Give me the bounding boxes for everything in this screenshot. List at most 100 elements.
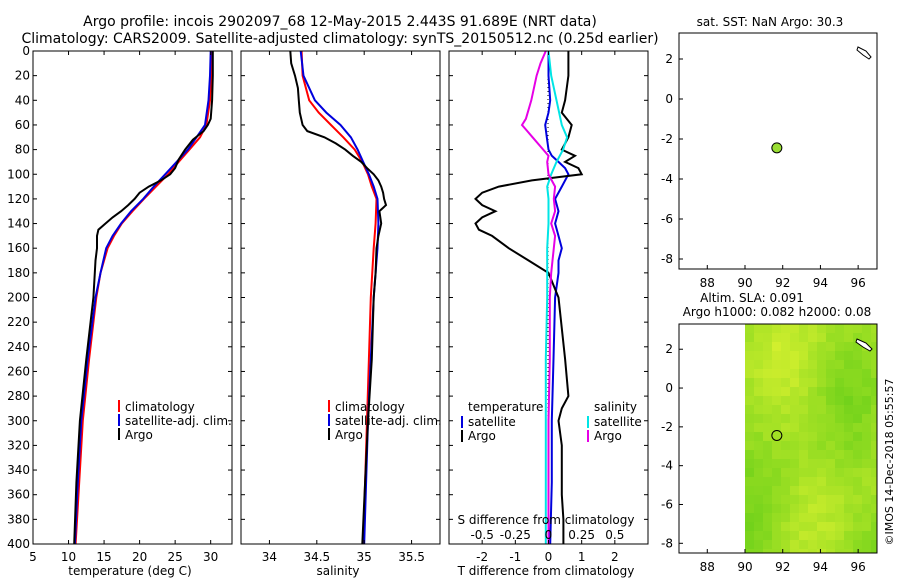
- sla-cell: [853, 441, 862, 450]
- sla-cell: [772, 324, 781, 333]
- sla-cell: [862, 513, 871, 522]
- sla-cell: [817, 495, 826, 504]
- sla-cell: [871, 414, 877, 423]
- difference-panel-ticks: -2 -1 0 1 2 -0.5 -0.25 0 0.25 0.5: [449, 50, 648, 564]
- sla-cell: [853, 522, 862, 531]
- legend-t-satellite-label: satellite: [468, 415, 516, 429]
- sla-cell: [781, 477, 790, 486]
- sla-cell: [835, 378, 844, 387]
- y-tick-label: 0: [665, 92, 673, 106]
- island-shape: [855, 338, 873, 352]
- sla-cell: [817, 486, 826, 495]
- sla-cell: [799, 504, 808, 513]
- sla-cell: [781, 540, 790, 549]
- sla-cell: [844, 441, 853, 450]
- sla-cell: [781, 513, 790, 522]
- legend-salinity-title: salinity: [594, 400, 637, 414]
- sla-cell: [835, 333, 844, 342]
- sla-cell: [853, 450, 862, 459]
- sla-cell: [862, 378, 871, 387]
- sla-cell: [826, 378, 835, 387]
- legend-satellite-label: satellite-adj. clim.: [335, 414, 442, 428]
- sla-cell: [754, 342, 763, 351]
- x-tick-label: 10: [61, 550, 76, 564]
- sla-cell: [853, 531, 862, 540]
- sla-cell: [754, 378, 763, 387]
- sst-map: sat. SST: NaN Argo: 30.3 88 90 92 94 96 2 0 -2 -…: [661, 15, 878, 290]
- sla-cell: [817, 477, 826, 486]
- sla-cell: [745, 351, 754, 360]
- sla-cell: [790, 387, 799, 396]
- sla-cell: [871, 423, 877, 432]
- sla-cell: [853, 414, 862, 423]
- sla-cell: [781, 333, 790, 342]
- sla-cell: [826, 450, 835, 459]
- y-tick-label: 360: [7, 488, 30, 502]
- sst-map-frame: [678, 32, 878, 270]
- salinity-panel: 34 34.5 35 35.5 salinity climatology satell…: [240, 50, 442, 578]
- sla-cell: [835, 495, 844, 504]
- sla-cell: [826, 513, 835, 522]
- sst-map-ticks: 88 90 92 94 96 2 0 -2 -4 -6 -8: [661, 52, 866, 290]
- sla-cell: [790, 432, 799, 441]
- sla-cell: [763, 513, 772, 522]
- y-tick-label: 340: [7, 463, 30, 477]
- sla-cell: [808, 504, 817, 513]
- sla-cell: [844, 522, 853, 531]
- sla-cell: [799, 522, 808, 531]
- sla-cell: [844, 450, 853, 459]
- sla-cell: [790, 540, 799, 549]
- series-line-argo: [73, 51, 214, 544]
- temperature-panel-ticks: 0 20 40 60 80 100 120 140 160 180 200 220 240 260 280 3…: [7, 44, 232, 564]
- sla-cell: [754, 441, 763, 450]
- sla-cell: [754, 369, 763, 378]
- difference-panel-xlabel: T difference from climatology: [457, 564, 635, 578]
- sla-cell: [808, 378, 817, 387]
- sla-cell: [835, 342, 844, 351]
- sla-cell: [853, 432, 862, 441]
- y-tick-label: 160: [7, 241, 30, 255]
- sla-cell: [790, 477, 799, 486]
- legend-argo-label: Argo: [125, 428, 153, 442]
- sla-cell: [826, 531, 835, 540]
- sla-cell: [790, 351, 799, 360]
- sla-cell: [754, 504, 763, 513]
- sla-cell: [745, 369, 754, 378]
- sla-cell: [817, 396, 826, 405]
- sla-cell: [745, 414, 754, 423]
- sla-cell: [772, 531, 781, 540]
- sla-cell: [790, 369, 799, 378]
- sla-cell: [745, 405, 754, 414]
- sla-cell: [835, 513, 844, 522]
- sla-cell: [817, 432, 826, 441]
- sla-cell: [799, 387, 808, 396]
- sla-cell: [871, 369, 877, 378]
- sla-cell: [853, 477, 862, 486]
- sla-cell: [754, 324, 763, 333]
- sla-cell: [790, 531, 799, 540]
- sla-cell: [835, 486, 844, 495]
- sla-cell: [772, 486, 781, 495]
- x-tick-label: 34.5: [303, 550, 330, 564]
- sla-cell: [790, 360, 799, 369]
- legend-climatology-label: climatology: [335, 400, 405, 414]
- sla-cell: [781, 351, 790, 360]
- series-line-s-argo: [520, 51, 557, 544]
- sla-cell: [745, 333, 754, 342]
- sla-cell: [862, 396, 871, 405]
- sla-cell: [781, 414, 790, 423]
- sst-map-points: [771, 142, 783, 154]
- sla-cell: [844, 378, 853, 387]
- sla-cell: [745, 378, 754, 387]
- sla-cell: [754, 468, 763, 477]
- sla-cell: [799, 531, 808, 540]
- sla-cell: [763, 378, 772, 387]
- sla-cell: [862, 369, 871, 378]
- sla-cell: [781, 459, 790, 468]
- x-tick-label: 35: [357, 550, 372, 564]
- sla-cell: [745, 387, 754, 396]
- sla-cell: [763, 333, 772, 342]
- sla-cell: [862, 333, 871, 342]
- sla-cell: [763, 423, 772, 432]
- sla-cell: [835, 387, 844, 396]
